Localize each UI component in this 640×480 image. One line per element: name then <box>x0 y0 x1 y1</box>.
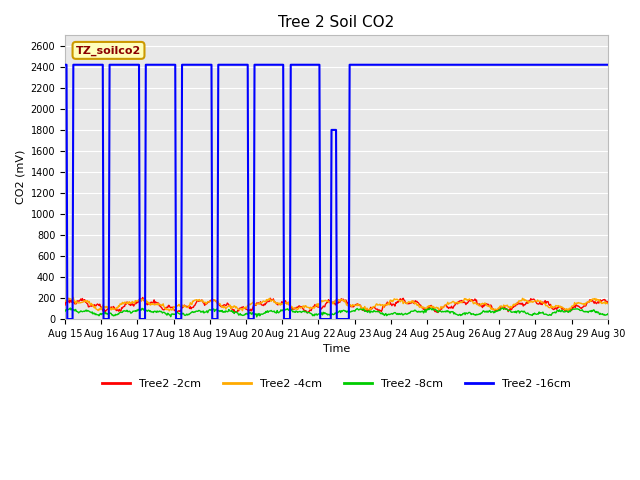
Text: TZ_soilco2: TZ_soilco2 <box>76 45 141 56</box>
Title: Tree 2 Soil CO2: Tree 2 Soil CO2 <box>278 15 394 30</box>
X-axis label: Time: Time <box>323 344 350 354</box>
Legend: Tree2 -2cm, Tree2 -4cm, Tree2 -8cm, Tree2 -16cm: Tree2 -2cm, Tree2 -4cm, Tree2 -8cm, Tree… <box>98 374 575 393</box>
Y-axis label: CO2 (mV): CO2 (mV) <box>15 150 25 204</box>
